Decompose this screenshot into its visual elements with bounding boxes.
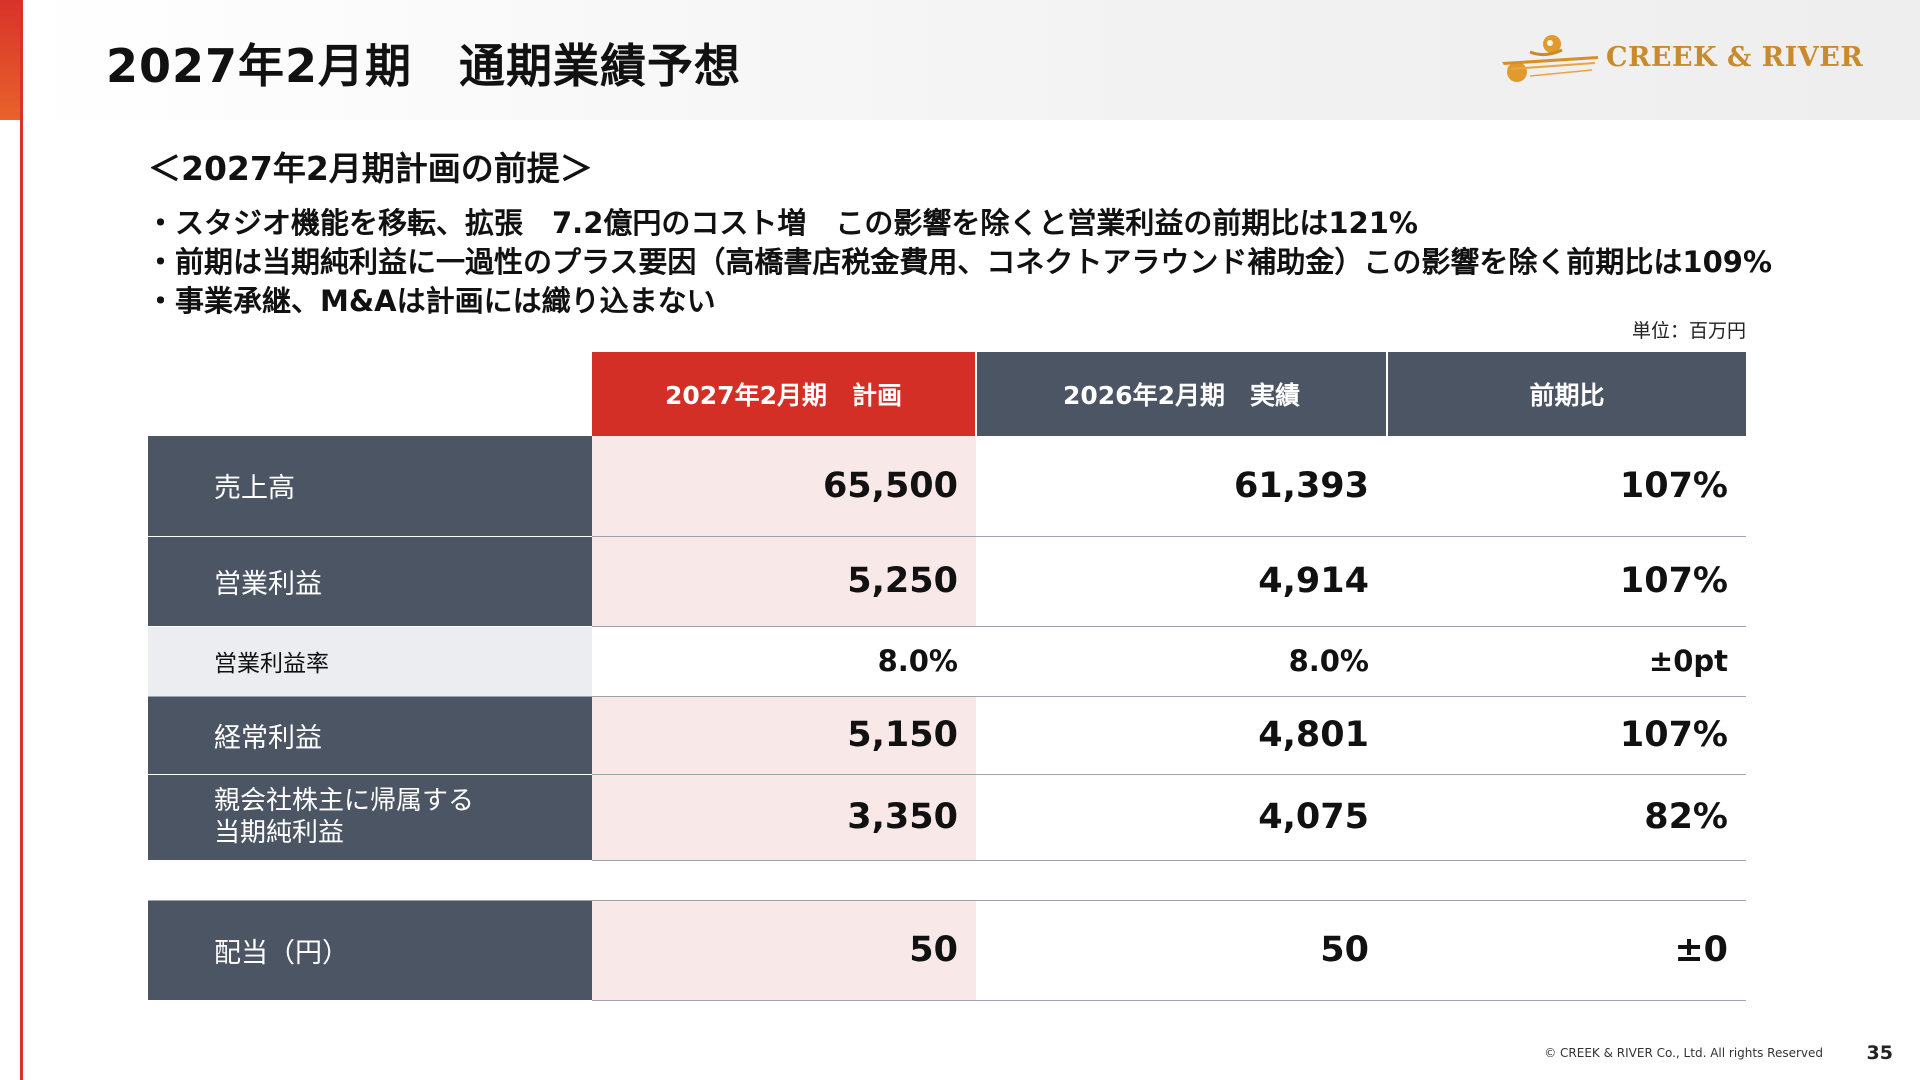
- plan-value: 5,150: [592, 696, 976, 775]
- premise-title: ＜2027年2月期計画の前提＞: [148, 149, 593, 188]
- row-label-line: 親会社株主に帰属する: [214, 786, 475, 816]
- actual-value: 8.0%: [976, 626, 1387, 697]
- page-title: 2027年2月期 通期業績予想: [106, 39, 742, 93]
- ratio-value: ±0pt: [1387, 626, 1746, 697]
- accent-bar: [0, 0, 22, 120]
- actual-value: 61,393: [976, 436, 1387, 537]
- actual-value: 4,075: [976, 774, 1387, 861]
- ratio-value: 82%: [1387, 774, 1746, 861]
- table-header-row: 2027年2月期 計画 2026年2月期 実績 前期比: [148, 352, 1746, 436]
- row-label-line: 当期純利益: [214, 818, 345, 848]
- row-label: 営業利益: [148, 536, 592, 627]
- plan-value: 5,250: [592, 536, 976, 627]
- logo-wordmark: CREEK & RIVER: [1606, 42, 1864, 73]
- table-row: 配当（円） 50 50 ±0: [148, 899, 1746, 1001]
- premise-bullets: ・スタジオ機能を移転、拡張 7.2億円のコスト増 この影響を除くと営業利益の前期…: [146, 204, 1772, 321]
- table-row: 営業利益 5,250 4,914 107%: [148, 536, 1746, 627]
- ratio-value: ±0: [1387, 899, 1746, 1001]
- row-label: 営業利益率: [148, 626, 592, 697]
- logo-mark-icon: [1502, 35, 1598, 82]
- plan-value: 50: [592, 899, 976, 1001]
- page-number: 35: [1866, 1042, 1893, 1064]
- ratio-value: 107%: [1387, 696, 1746, 775]
- header-actual: 2026年2月期 実績: [975, 352, 1387, 436]
- row-label: 売上高: [148, 436, 592, 537]
- table-row: 売上高 65,500 61,393 107%: [148, 436, 1746, 537]
- header-band: [22, 0, 1920, 120]
- premise-bullet: ・スタジオ機能を移転、拡張 7.2億円のコスト増 この影響を除くと営業利益の前期…: [146, 206, 1418, 240]
- unit-label: 単位：百万円: [1631, 320, 1746, 342]
- premise-bullet: ・前期は当期純利益に一過性のプラス要因（高橋書店税金費用、コネクトアラウンド補助…: [146, 245, 1773, 279]
- premise-bullet: ・事業承継、M&Aは計画には織り込まない: [146, 284, 716, 318]
- ratio-value: 107%: [1387, 536, 1746, 627]
- header-blank-cell: [148, 352, 592, 436]
- table-row: 経常利益 5,150 4,801 107%: [148, 696, 1746, 775]
- copyright: © CREEK & RIVER Co., Ltd. All rights Res…: [1544, 1046, 1823, 1060]
- plan-value: 8.0%: [592, 626, 976, 697]
- actual-value: 50: [976, 899, 1387, 1001]
- plan-value: 3,350: [592, 774, 976, 861]
- row-label: 経常利益: [148, 696, 592, 775]
- header-ratio: 前期比: [1386, 352, 1746, 436]
- actual-value: 4,801: [976, 696, 1387, 775]
- actual-value: 4,914: [976, 536, 1387, 627]
- ratio-value: 107%: [1387, 436, 1746, 537]
- forecast-table: 2027年2月期 計画 2026年2月期 実績 前期比 売上高 65,500 6…: [148, 352, 1746, 1001]
- row-label: 親会社株主に帰属する 当期純利益: [148, 774, 592, 861]
- table-row: 営業利益率 8.0% 8.0% ±0pt: [148, 626, 1746, 697]
- header-plan: 2027年2月期 計画: [592, 352, 976, 436]
- left-rule: [20, 0, 23, 1080]
- plan-value: 65,500: [592, 436, 976, 537]
- row-label: 配当（円）: [148, 899, 592, 1001]
- company-logo: CREEK & RIVER: [1500, 32, 1870, 86]
- table-spacer: [148, 860, 1746, 900]
- table-row: 親会社株主に帰属する 当期純利益 3,350 4,075 82%: [148, 774, 1746, 861]
